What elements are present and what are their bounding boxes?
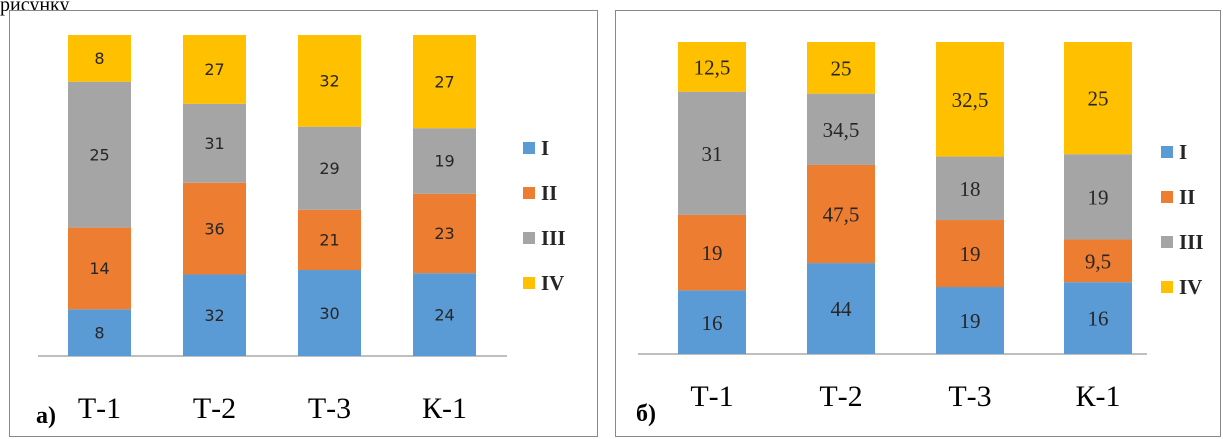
legend-swatch-II: [1161, 191, 1173, 203]
category-tick-label: Т-1: [690, 380, 733, 413]
bar-I-2: [807, 263, 875, 354]
bar-IV-2: [183, 35, 246, 104]
data-label: 24: [434, 305, 454, 324]
data-label: 8: [94, 49, 104, 68]
data-label: 19: [434, 152, 454, 171]
bar-I-1: [678, 290, 746, 354]
category-tick-label: К-1: [422, 392, 467, 425]
category-tick-label: Т-2: [819, 380, 862, 413]
data-label: 44: [831, 297, 853, 321]
category-tick-label: Т-3: [948, 380, 991, 413]
bar-I-4: [413, 273, 476, 356]
bar-III-3: [936, 156, 1004, 221]
legend-swatch-I: [523, 142, 535, 154]
bar-II-4: [1064, 239, 1132, 283]
data-label: 30: [319, 304, 339, 323]
data-label: 16: [1088, 307, 1109, 331]
data-label: 18: [960, 177, 981, 201]
bar-IV-1: [678, 42, 746, 92]
data-label: 32,5: [952, 88, 989, 112]
chart-panel-b: 16 19 31 12,5 Т-1 44 47,5 34,5 25 Т-2 19 19 18 32,5 Т-…: [615, 10, 1221, 437]
data-label: 9,5: [1085, 249, 1111, 273]
data-label: 25: [89, 145, 109, 164]
bar-III-1: [678, 91, 746, 215]
bar-IV-4: [1064, 42, 1132, 155]
bar-I-1: [68, 309, 131, 356]
data-label: 19: [702, 241, 723, 265]
bar-II-4: [413, 193, 476, 274]
legend-label-III: III: [1179, 230, 1204, 254]
legend-label-IV: IV: [1179, 275, 1202, 299]
bar-I-3: [298, 270, 361, 356]
category-tick-label: Т-2: [193, 392, 236, 425]
bar-IV-2: [807, 42, 875, 94]
bar-IV-1: [68, 35, 131, 82]
category-tick-label: Т-3: [308, 392, 351, 425]
bar-III-1: [68, 81, 131, 228]
legend-swatch-IV: [523, 277, 535, 289]
bar-IV-4: [413, 35, 476, 129]
bar-II-1: [678, 214, 746, 291]
data-label: 19: [960, 309, 981, 333]
legend-swatch-III: [523, 232, 535, 244]
data-label: 19: [960, 242, 981, 266]
bar-II-3: [298, 209, 361, 271]
bar-IV-3: [936, 42, 1004, 157]
data-label: 29: [319, 159, 339, 178]
legend-swatch-II: [523, 187, 535, 199]
bar-II-1: [68, 227, 131, 310]
category-tick-label: Т-1: [78, 392, 121, 425]
data-label: 27: [204, 60, 224, 79]
legend-swatch-IV: [1161, 281, 1173, 293]
data-label: 25: [1088, 87, 1109, 111]
data-label: 31: [204, 134, 224, 153]
data-label: 19: [1088, 185, 1109, 209]
legend-swatch-III: [1161, 236, 1173, 248]
legend-label-III: III: [541, 226, 566, 250]
panel-b-label: б): [636, 401, 656, 427]
legend-label-II: II: [1179, 185, 1195, 209]
chart-panel-a: 8 14 25 8 Т-1 32 36 31 27 Т-2 30 21 29 32 Т-3 24 23 19 27 К…: [9, 10, 598, 437]
data-label: 34,5: [823, 118, 860, 142]
bar-II-3: [936, 220, 1004, 288]
data-label: 31: [702, 142, 723, 166]
data-label: 32: [204, 306, 224, 325]
data-label: 21: [319, 231, 339, 250]
bar-III-4: [1064, 154, 1132, 240]
legend-swatch-I: [1161, 146, 1173, 158]
legend-label-I: I: [1179, 140, 1187, 164]
data-label: 12,5: [694, 55, 731, 79]
bar-IV-3: [298, 35, 361, 127]
legend-label-I: I: [541, 136, 549, 160]
bar-III-2: [183, 103, 246, 183]
category-tick-label: К-1: [1076, 380, 1121, 413]
data-label: 32: [319, 72, 339, 91]
data-label: 27: [434, 72, 454, 91]
bar-III-3: [298, 126, 361, 210]
bar-I-2: [183, 274, 246, 356]
bar-III-4: [413, 128, 476, 194]
panel-a-label: а): [36, 403, 56, 429]
data-label: 36: [204, 219, 224, 238]
bar-II-2: [807, 164, 875, 264]
data-label: 16: [702, 311, 723, 335]
bar-I-4: [1064, 282, 1132, 354]
data-label: 8: [94, 323, 104, 342]
legend-label-IV: IV: [541, 271, 564, 295]
chart-a-svg: 8 14 25 8 Т-1 32 36 31 27 Т-2 30 21 29 32 Т-3 24 23 19 27 К…: [38, 35, 566, 425]
data-label: 14: [89, 259, 109, 278]
chart-b-svg: 16 19 31 12,5 Т-1 44 47,5 34,5 25 Т-2 19 19 18 32,5 Т-…: [638, 42, 1204, 413]
data-label: 47,5: [823, 203, 860, 227]
bar-I-3: [936, 287, 1004, 354]
bar-II-2: [183, 182, 246, 275]
legend-label-II: II: [541, 181, 557, 205]
data-label: 23: [434, 224, 454, 243]
data-label: 25: [831, 56, 852, 80]
bar-III-2: [807, 93, 875, 165]
